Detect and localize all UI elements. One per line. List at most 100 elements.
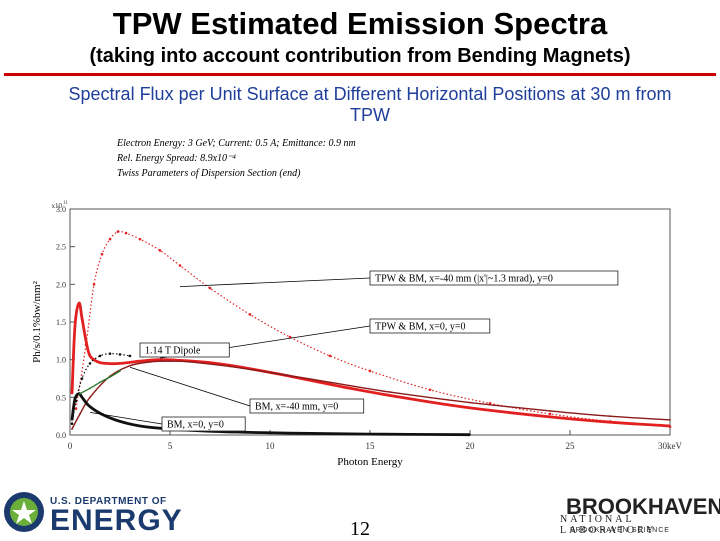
series-tpw-bm-x-0-y-0-point — [74, 324, 76, 327]
series-1-14-t-dipole-point — [108, 352, 112, 355]
slide-title: TPW Estimated Emission Spectra — [112, 6, 608, 41]
series-1-14-t-dipole-point — [88, 362, 92, 365]
series-tpw-bm-x-0-y-0-point — [549, 416, 551, 418]
y-tick-label: 3.0 — [56, 205, 66, 214]
series-bm-x-40-mm-y-0-point — [469, 401, 471, 404]
series-bm-x-0-y-0-point — [71, 419, 73, 421]
param-line-twiss: Twiss Parameters of Dispersion Section (… — [117, 168, 301, 179]
y-tick-label: 2.0 — [56, 280, 66, 289]
x-tick-label: 10 — [266, 441, 276, 451]
series-bm-x-40-mm-y-0-point — [229, 365, 231, 368]
series-bm-x-40-mm-y-0-point — [549, 409, 551, 412]
series-tpw-bm-x-0-y-0-point — [81, 317, 83, 320]
series-bm-x-0-y-0-point — [139, 425, 141, 427]
series-tpw-bm-x-40-mm-x-1-3-mrad-y-0-point — [138, 237, 142, 241]
x-tick-label: 15 — [366, 441, 376, 451]
series-tpw-bm-x-40-mm-x-1-3-mrad-y-0-point — [74, 407, 78, 410]
bnl-logo-name: BROOKHAVEN — [566, 494, 720, 519]
series-bm-x-0-y-0-point — [81, 396, 83, 399]
series-bm-x-0-y-0-point — [74, 397, 76, 400]
x-tick-label: 0 — [68, 441, 73, 451]
series-tpw-bm-x-40-mm-x-1-3-mrad-y-0-point — [100, 252, 104, 256]
series-tpw-bm-x-40-mm-x-1-3-mrad-y-0-point — [548, 412, 552, 416]
series-bm-x-40-mm-y-0-point — [189, 361, 191, 363]
series-1-14-t-dipole-point — [128, 354, 132, 358]
doe-logo — [4, 492, 44, 532]
x-tick-label: 20 — [466, 441, 476, 451]
bnl-logo-sub: NATIONAL LABORATORY — [560, 514, 657, 536]
y-tick-label: 0.5 — [56, 393, 66, 402]
series-bm-x-0-y-0-point — [119, 420, 121, 423]
y-multiplier-exponent: 11 — [63, 201, 68, 206]
series-bm-x-0-y-0-point — [105, 415, 107, 418]
series-green-point — [99, 381, 101, 384]
series-1-14-t-dipole-point — [118, 353, 122, 356]
series-bm-x-40-mm-y-0-point — [669, 419, 671, 421]
y-tick-label: 1.0 — [56, 356, 66, 365]
bnl-logo-tag: BROOKHAVEN SCIENCE — [570, 527, 670, 534]
slide-subtitle: (taking into account contribution from B… — [89, 45, 631, 67]
series-bm-x-0-y-0-point — [87, 403, 89, 406]
doe-energy-label: ENERGY — [50, 504, 183, 537]
series-green-point — [109, 376, 111, 378]
series-bm-x-0-y-0-point — [95, 409, 97, 412]
param-line-spread: Rel. Energy Spread: 8.9x10⁻⁴ — [117, 153, 236, 164]
series-bm-x-40-mm-y-0-point — [71, 428, 73, 430]
series-tpw-bm-x-40-mm-x-1-3-mrad-y-0-point — [428, 388, 432, 392]
series-bm-x-0-y-0-point — [369, 433, 371, 435]
series-bm-x-40-mm-y-0-point — [79, 413, 81, 415]
series-tpw-bm-x-0-y-0-point — [409, 397, 411, 400]
x-tick-label: 5 — [168, 441, 173, 451]
series-tpw-bm-x-0-y-0-point — [85, 339, 87, 342]
series-tpw-bm-x-0-y-0-point — [349, 387, 351, 390]
series-tpw-bm-x-0-y-0-point — [71, 392, 73, 395]
series-tpw-bm-x-0-y-0-point — [609, 421, 611, 424]
series-bm-x-40-mm-y-0-point — [129, 364, 131, 367]
series-tpw-bm-x-0-y-0-point — [119, 362, 121, 365]
series-tpw-bm-x-40-mm-x-1-3-mrad-y-0-point — [158, 249, 162, 252]
series-bm-x-40-mm-y-0-point — [389, 391, 391, 393]
series-tpw-bm-x-40-mm-x-1-3-mrad-y-0-point — [178, 264, 182, 267]
y-tick-label: 1.5 — [56, 318, 66, 327]
chart-heading: Spectral Flux per Unit Surface at Differ… — [68, 84, 672, 125]
x-tick-label: 30keV — [658, 441, 682, 451]
annotation-box — [139, 342, 230, 358]
page-number: 12 — [350, 518, 370, 540]
series-bm-x-40-mm-y-0-line — [71, 360, 671, 430]
series-bm-x-40-mm-y-0-point — [89, 396, 91, 399]
series-bm-x-40-mm-y-0-point — [149, 361, 151, 363]
series-tpw-bm-x-40-mm-x-1-3-mrad-y-0-point — [288, 335, 292, 339]
param-line-energy: Electron Energy: 3 GeV; Current: 0.5 A; … — [117, 138, 356, 149]
series-tpw-bm-x-40-mm-x-1-3-mrad-y-0-point — [116, 230, 120, 233]
series-1-14-t-dipole-point — [80, 377, 84, 380]
series-tpw-bm-x-0-y-0-point — [89, 355, 91, 357]
series-green-point — [89, 387, 91, 390]
series-bm-x-40-mm-y-0-point — [169, 360, 171, 363]
y-tick-label: 2.5 — [56, 243, 66, 252]
series-tpw-bm-x-40-mm-x-1-3-mrad-y-0-point — [368, 369, 372, 373]
series-tpw-bm-x-40-mm-x-1-3-mrad-y-0-point — [488, 402, 492, 405]
annotation-label: TPW & BM, x=-40 mm (|x'|~1.3 mrad), y=0 — [375, 274, 553, 285]
annotation-label: BM, x=-40 mm, y=0 — [255, 402, 338, 413]
series-bm-x-0-y-0-point — [159, 427, 161, 430]
series-bm-x-40-mm-y-0-point — [329, 381, 331, 384]
series-tpw-bm-x-40-mm-x-1-3-mrad-y-0-point — [92, 283, 96, 286]
series-bm-x-0-y-0-point — [469, 433, 471, 436]
series-1-14-t-dipole-point — [98, 354, 102, 358]
y-tick-label: 0.0 — [56, 431, 66, 440]
annotation-arrow — [179, 277, 371, 287]
annotation-label: 1.14 T Dipole — [145, 346, 201, 357]
series-tpw-bm-x-40-mm-x-1-3-mrad-y-0-point — [248, 313, 252, 316]
series-1-14-t-dipole-point — [70, 422, 74, 425]
series-tpw-bm-x-0-y-0-point — [209, 361, 211, 364]
series-green-point — [79, 392, 81, 395]
y-axis-label: Ph/s/0.1%bw/mm² — [31, 280, 43, 363]
x-tick-label: 25 — [566, 441, 576, 451]
x-axis-label: Photon Energy — [337, 456, 403, 468]
series-tpw-bm-x-40-mm-x-1-3-mrad-y-0-point — [124, 231, 128, 235]
series-tpw-bm-x-0-y-0-point — [105, 362, 107, 365]
series-bm-x-40-mm-y-0-point — [269, 371, 271, 374]
annotation-label: TPW & BM, x=0, y=0 — [375, 322, 466, 333]
series-tpw-bm-x-0-y-0-point — [97, 361, 99, 363]
